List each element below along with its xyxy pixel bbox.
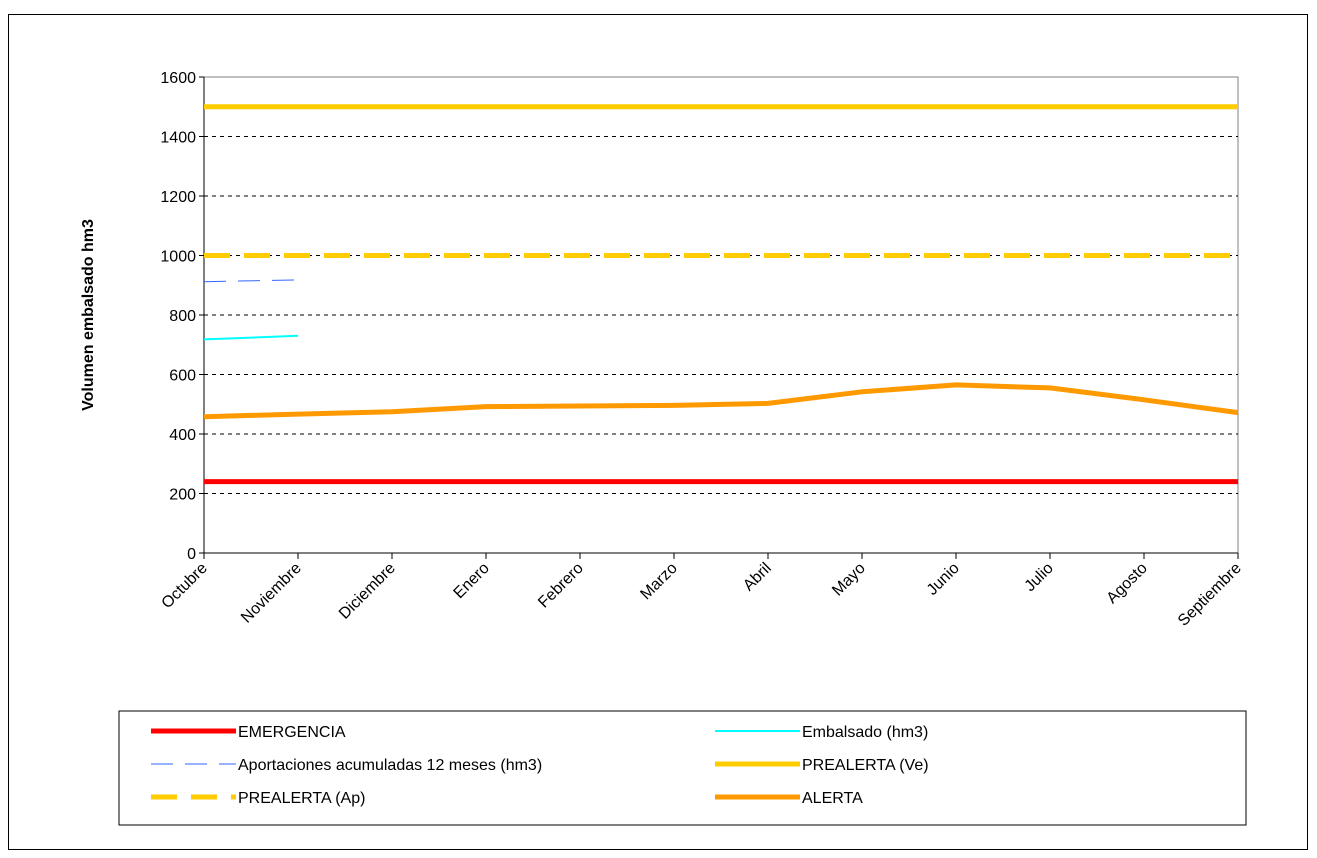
x-tick-label: Abril	[740, 560, 775, 595]
x-tick-label: Febrero	[535, 560, 587, 612]
plot-background	[203, 76, 1239, 554]
legend-label: PREALERTA (Ve)	[802, 757, 929, 774]
chart-frame: 0 200 400 600 800 1000 1200 1400 1600 Octubre Novi…	[8, 14, 1308, 850]
legend-label: PREALERTA (Ap)	[238, 790, 365, 807]
legend-label: Embalsado (hm3)	[802, 724, 928, 741]
x-tick-label: Junio	[924, 560, 963, 599]
y-tick-label: 600	[169, 368, 196, 385]
x-tick-label: Noviembre	[238, 560, 305, 627]
y-tick-label: 0	[187, 546, 196, 563]
y-tick-label: 1400	[160, 130, 196, 147]
x-tick-label: Diciembre	[336, 560, 399, 623]
y-tick-label: 800	[169, 308, 196, 325]
plot-area: 0 200 400 600 800 1000 1200 1400 1600 Octubre Novi…	[159, 70, 1245, 630]
y-tick-label: 1000	[160, 249, 196, 266]
legend-label: Aportaciones acumuladas 12 meses (hm3)	[238, 757, 542, 774]
x-tick-label: Marzo	[637, 560, 681, 604]
y-tick-label: 1200	[160, 189, 196, 206]
x-tick-label: Septiembre	[1175, 560, 1245, 630]
legend-box	[118, 710, 1247, 826]
series-line-embalsado-hm3	[203, 334, 299, 341]
x-tick-label: Octubre	[159, 560, 211, 612]
chart-svg: 0 200 400 600 800 1000 1200 1400 1600 Octubre Novi…	[80, 70, 1247, 826]
y-tick-label: 400	[169, 427, 196, 444]
legend-label: EMERGENCIA	[238, 724, 346, 741]
x-tick-label: Enero	[451, 560, 493, 602]
legend: EMERGENCIA Embalsado (hm3) Aportaciones ac…	[118, 710, 1247, 826]
y-axis-label: Volumen embalsado hm3	[80, 219, 97, 411]
x-tick-label: Julio	[1022, 560, 1057, 595]
series-line-aportaciones-acumuladas-12-meses-hm3	[203, 279, 299, 283]
legend-label: ALERTA	[802, 790, 863, 807]
y-tick-label: 1600	[160, 70, 196, 87]
x-tick-label: Mayo	[829, 560, 869, 600]
x-tick-label: Agosto	[1104, 560, 1151, 607]
y-tick-label: 200	[169, 487, 196, 504]
series-line-alerta	[203, 382, 1239, 420]
